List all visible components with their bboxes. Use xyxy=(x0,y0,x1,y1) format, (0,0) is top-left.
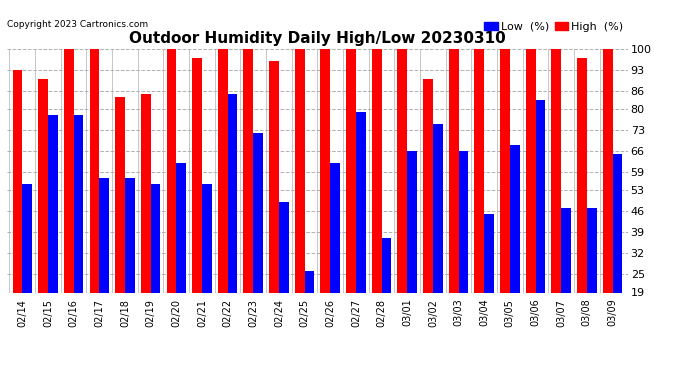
Bar xyxy=(561,208,571,350)
Bar xyxy=(244,49,253,350)
Bar xyxy=(586,208,597,350)
Bar xyxy=(475,49,484,350)
Bar xyxy=(372,49,382,350)
Bar xyxy=(603,49,613,350)
Bar xyxy=(526,49,535,350)
Bar xyxy=(38,79,48,350)
Bar xyxy=(535,100,545,350)
Bar xyxy=(510,145,520,350)
Title: Outdoor Humidity Daily High/Low 20230310: Outdoor Humidity Daily High/Low 20230310 xyxy=(129,31,506,46)
Bar xyxy=(382,238,391,350)
Bar xyxy=(295,49,304,350)
Bar xyxy=(320,49,331,350)
Bar xyxy=(269,61,279,350)
Bar xyxy=(202,184,212,350)
Bar xyxy=(577,58,586,350)
Bar xyxy=(397,49,407,350)
Bar xyxy=(22,184,32,350)
Bar xyxy=(484,214,494,350)
Bar xyxy=(448,49,459,350)
Bar xyxy=(228,94,237,350)
Bar xyxy=(433,124,442,350)
Bar xyxy=(304,272,315,350)
Bar xyxy=(407,151,417,350)
Bar xyxy=(551,49,561,350)
Bar xyxy=(423,79,433,350)
Bar xyxy=(141,94,150,350)
Bar xyxy=(48,115,58,350)
Bar xyxy=(459,151,469,350)
Bar xyxy=(99,178,109,350)
Bar xyxy=(12,70,22,350)
Bar xyxy=(125,178,135,350)
Bar xyxy=(90,49,99,350)
Bar xyxy=(356,112,366,350)
Bar xyxy=(218,49,228,350)
Bar xyxy=(150,184,160,350)
Legend: Low  (%), High  (%): Low (%), High (%) xyxy=(480,17,628,36)
Bar xyxy=(613,154,622,350)
Bar xyxy=(500,49,510,350)
Bar xyxy=(115,97,125,350)
Text: Copyright 2023 Cartronics.com: Copyright 2023 Cartronics.com xyxy=(7,20,148,29)
Bar xyxy=(193,58,202,350)
Bar xyxy=(346,49,356,350)
Bar xyxy=(166,49,176,350)
Bar xyxy=(64,49,74,350)
Bar xyxy=(253,133,263,350)
Bar xyxy=(176,163,186,350)
Bar xyxy=(279,202,288,350)
Bar xyxy=(331,163,340,350)
Bar xyxy=(74,115,83,350)
